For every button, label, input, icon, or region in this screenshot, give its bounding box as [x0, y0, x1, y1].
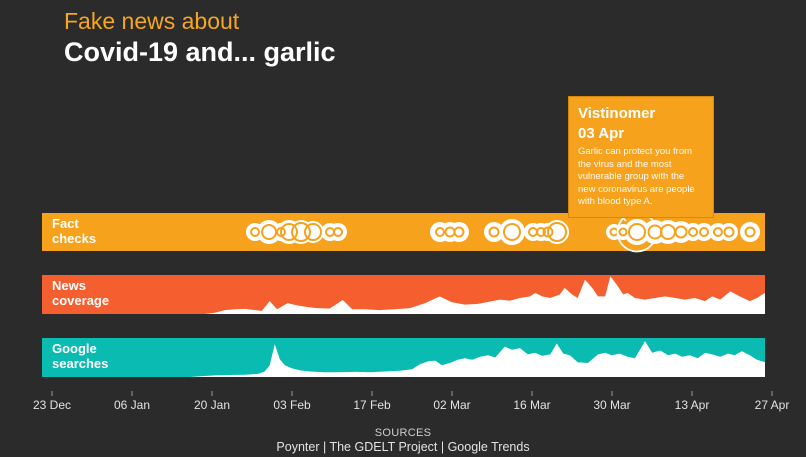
fact-check-bubble[interactable]: [499, 219, 525, 245]
fact-check-bubble-ring: [304, 223, 322, 241]
fact-check-bubble-ring: [488, 226, 500, 238]
fact-check-bubble-ring: [503, 223, 521, 241]
axis-tick-mark: [371, 391, 373, 396]
fact-check-bubble[interactable]: [484, 222, 504, 242]
fact-check-tooltip: Vistinomer 03 Apr Garlic can protect you…: [568, 96, 714, 218]
fact-checks-label: Fact checks: [52, 216, 97, 246]
fact-check-bubble-ring: [250, 227, 260, 237]
axis-tick-label: 02 Mar: [433, 398, 471, 412]
fact-checks-band: Fact checks: [42, 211, 765, 253]
fact-check-bubble-ring: [744, 226, 756, 238]
page-title: Covid-19 and... garlic: [64, 36, 336, 67]
fact-check-bubble-ring: [674, 225, 688, 239]
news-coverage-band: News coverage: [42, 275, 765, 314]
axis-tick-mark: [531, 391, 533, 396]
fact-check-bubble-ring: [435, 227, 445, 237]
fact-check-bubble-ring: [542, 226, 554, 238]
fact-check-bubble-ring: [536, 227, 546, 237]
axis-tick-mark: [691, 391, 693, 396]
fact-check-bubbles[interactable]: [42, 211, 765, 253]
fact-check-bubble[interactable]: [449, 222, 469, 242]
fact-check-bubble-ring: [699, 227, 709, 237]
fact-check-bubble[interactable]: [624, 219, 650, 245]
fact-check-bubble-ring: [723, 226, 735, 238]
fact-check-bubble-ring: [453, 226, 465, 238]
axis-tick-label: 27 Apr: [754, 398, 790, 412]
fact-check-bubble-ring: [713, 227, 723, 237]
axis-tick-label: 30 Mar: [593, 398, 631, 412]
news-coverage-area-chart: [42, 276, 765, 314]
news-series-area: [42, 276, 765, 314]
tooltip-source: Vistinomer: [578, 105, 656, 122]
fact-check-bubble-ring: [618, 227, 628, 237]
axis-tick-mark: [451, 391, 453, 396]
axis-tick-mark: [291, 391, 293, 396]
axis-tick-label: 03 Feb: [273, 398, 311, 412]
sources-list: Poynter | The GDELT Project | Google Tre…: [276, 440, 530, 454]
fact-check-bubble-ring: [547, 222, 567, 242]
news-coverage-label: News coverage: [52, 278, 110, 308]
axis-tick-label: 17 Feb: [353, 398, 391, 412]
axis-tick-mark: [611, 391, 613, 396]
axis-tick-label: 06 Jan: [113, 398, 151, 412]
fact-check-bubble[interactable]: [329, 223, 347, 241]
fact-check-bubble-ring: [333, 227, 343, 237]
title-block: Fake news about Covid-19 and... garlic: [64, 8, 336, 69]
fact-check-bubble[interactable]: [740, 222, 760, 242]
axis-tick-label: 13 Apr: [674, 398, 710, 412]
fact-check-bubble-ring: [280, 223, 298, 241]
tooltip-date: 03 Apr: [578, 124, 625, 142]
google-searches-band: Google searches: [42, 338, 765, 377]
fact-check-bubble-ring: [628, 223, 646, 241]
axis-tick-label: 23 Dec: [32, 398, 72, 412]
axis-tick-label: 16 Mar: [513, 398, 551, 412]
tooltip-text: Garlic can protect you from the virus an…: [578, 146, 695, 208]
axis-tick-label: 20 Jan: [193, 398, 231, 412]
axis-tick-mark: [131, 391, 133, 396]
google-series-area: [42, 341, 765, 377]
axis-tick-mark: [211, 391, 213, 396]
fact-check-bubble-ring: [688, 227, 698, 237]
fact-check-bubble[interactable]: [720, 223, 738, 241]
fact-check-bubble[interactable]: [695, 223, 713, 241]
sources-heading: SOURCES: [374, 427, 432, 439]
google-searches-area-chart: [42, 341, 765, 377]
google-searches-label: Google searches: [52, 341, 109, 371]
title-kicker: Fake news about: [64, 8, 240, 34]
fact-check-bubble-ring: [291, 222, 311, 242]
axis-tick-mark: [771, 391, 773, 396]
axis-tick-mark: [51, 391, 53, 396]
